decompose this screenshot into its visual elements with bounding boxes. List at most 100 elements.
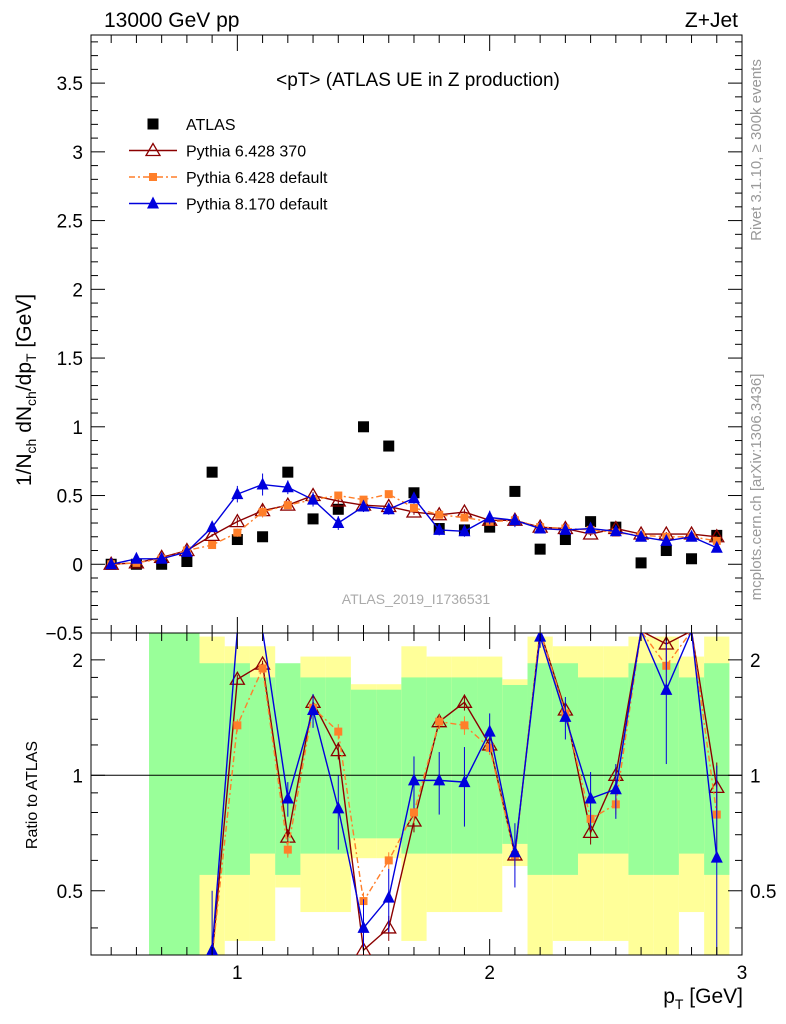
ratio-point bbox=[584, 791, 597, 804]
data-point bbox=[534, 543, 546, 555]
ratio-y-tick-label: 2 bbox=[72, 651, 83, 672]
data-point bbox=[433, 522, 446, 535]
legend-label: ATLAS bbox=[186, 117, 236, 134]
y-tick-label: 0 bbox=[72, 555, 83, 576]
data-point bbox=[105, 557, 118, 570]
ratio-point bbox=[456, 694, 473, 708]
data-point bbox=[508, 513, 521, 526]
header-right: Z+Jet bbox=[685, 9, 738, 32]
ratio-point bbox=[460, 721, 469, 730]
data-point bbox=[407, 491, 420, 504]
data-point bbox=[559, 534, 571, 546]
ratio-series-2 bbox=[206, 633, 723, 955]
axes-frame bbox=[90, 34, 743, 956]
ratio-point bbox=[334, 727, 343, 736]
legend: ATLAS Pythia 6.428 370 Pythia 6.428 defaul… bbox=[129, 117, 328, 214]
y-axis-label-bottom: Ratio to ATLAS bbox=[24, 741, 41, 849]
ratio-point bbox=[307, 703, 320, 716]
data-point bbox=[258, 508, 267, 517]
ratio-point bbox=[508, 845, 521, 858]
data-point bbox=[660, 533, 673, 546]
data-point bbox=[156, 558, 168, 570]
data-point bbox=[635, 529, 648, 542]
ratio-point bbox=[559, 709, 572, 722]
legend-label: Pythia 6.428 default bbox=[186, 170, 328, 187]
y-axis-label-top: 1/Nch dNch/dpT [GeV] bbox=[13, 294, 39, 486]
data-point bbox=[332, 516, 345, 529]
data-point bbox=[155, 551, 168, 564]
x-tick-label: 2 bbox=[484, 963, 495, 984]
data-point bbox=[307, 513, 319, 525]
rivet-label: Rivet 3.1.10, ≥ 300k events bbox=[748, 59, 765, 241]
data-point bbox=[382, 502, 395, 515]
ratio-point bbox=[380, 919, 397, 934]
y-tick-label: 3 bbox=[72, 143, 83, 164]
data-point bbox=[384, 490, 393, 499]
data-point bbox=[660, 545, 672, 557]
data-point bbox=[203, 527, 221, 542]
data-point bbox=[409, 503, 418, 512]
y-tick-label: 0.5 bbox=[57, 487, 83, 508]
legend-entry: Pythia 6.428 370 bbox=[129, 142, 306, 161]
ratio-point bbox=[660, 682, 673, 695]
legend-marker bbox=[144, 142, 162, 157]
ratio-point bbox=[281, 791, 294, 804]
chart-marks bbox=[103, 421, 725, 955]
data-point bbox=[231, 534, 243, 546]
ratio-point bbox=[233, 721, 242, 730]
ratio-point bbox=[330, 742, 347, 757]
data-point bbox=[710, 540, 723, 553]
ratio-y-tick-label: 0.5 bbox=[57, 882, 83, 903]
ratio-point bbox=[357, 920, 370, 933]
data-point bbox=[229, 513, 246, 528]
ratio-point bbox=[407, 773, 420, 786]
legend-label: Pythia 6.428 370 bbox=[186, 144, 306, 161]
x-tick-label: 3 bbox=[737, 963, 748, 984]
main-title: <pT> (ATLAS UE in Z production) bbox=[276, 70, 560, 91]
legend-marker bbox=[147, 118, 159, 130]
data-point bbox=[181, 556, 193, 568]
header-left: 13000 GeV pp bbox=[104, 9, 239, 32]
ratio-point bbox=[433, 773, 446, 786]
data-point bbox=[206, 466, 218, 478]
data-point bbox=[231, 487, 244, 500]
y-tick-label: 1.5 bbox=[57, 349, 83, 370]
data-point bbox=[509, 485, 521, 497]
data-point bbox=[180, 544, 193, 557]
band-green bbox=[628, 663, 654, 875]
y-tick-label: 3.5 bbox=[57, 74, 83, 95]
band-green bbox=[552, 663, 578, 875]
ratio-point bbox=[458, 775, 471, 788]
legend-entry: ATLAS bbox=[147, 117, 236, 134]
ratio-point bbox=[332, 801, 345, 814]
band-green bbox=[350, 689, 377, 839]
data-point bbox=[334, 491, 343, 500]
ratio-point bbox=[283, 845, 292, 854]
data-point bbox=[256, 477, 269, 490]
watermark: ATLAS_2019_I1736531 bbox=[342, 591, 491, 607]
ratio-y-tick-label-right: 0.5 bbox=[750, 882, 776, 903]
legend-marker bbox=[149, 173, 157, 181]
data-point bbox=[686, 553, 698, 565]
ratio-y-tick-label-right: 2 bbox=[750, 651, 761, 672]
data-point bbox=[383, 440, 395, 452]
ratio-point bbox=[384, 856, 393, 865]
data-point bbox=[458, 524, 471, 537]
data-point bbox=[208, 541, 217, 550]
data-point bbox=[358, 421, 370, 433]
ratio-point bbox=[382, 890, 395, 903]
ratio-point bbox=[435, 717, 444, 726]
data-point bbox=[130, 551, 143, 564]
data-point bbox=[307, 492, 320, 505]
data-point bbox=[330, 492, 347, 507]
ratio-point bbox=[258, 664, 267, 673]
data-point bbox=[357, 499, 370, 512]
data-point bbox=[282, 466, 294, 478]
legend-entry: Pythia 8.170 default bbox=[129, 196, 328, 214]
legend-label: Pythia 8.170 default bbox=[186, 197, 328, 214]
data-point bbox=[534, 521, 547, 534]
band-green bbox=[149, 633, 200, 955]
legend-entry: Pythia 6.428 default bbox=[129, 170, 328, 187]
data-point bbox=[559, 522, 572, 535]
data-point bbox=[435, 510, 444, 519]
